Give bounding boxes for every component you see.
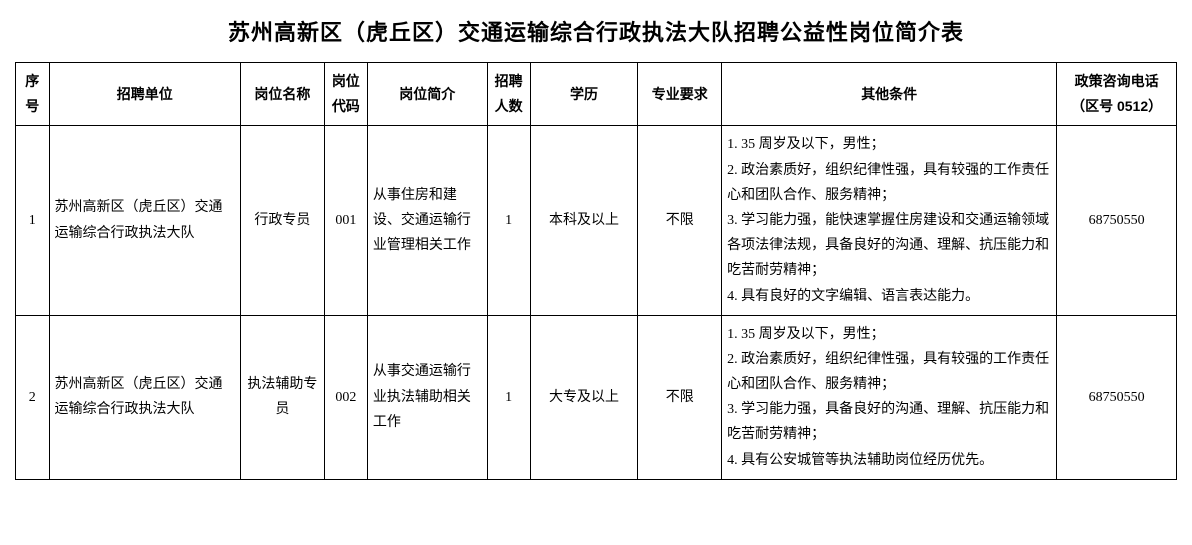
col-unit: 招聘单位 (49, 63, 241, 126)
cell-other: 1. 35 周岁及以下，男性；2. 政治素质好，组织纪律性强，具有较强的工作责任… (722, 126, 1057, 315)
col-other: 其他条件 (722, 63, 1057, 126)
col-seq: 序号 (16, 63, 50, 126)
cell-major: 不限 (638, 126, 722, 315)
cell-edu: 本科及以上 (530, 126, 638, 315)
page-title: 苏州高新区（虎丘区）交通运输综合行政执法大队招聘公益性岗位简介表 (15, 15, 1177, 47)
cell-phone: 68750550 (1057, 126, 1177, 315)
cell-code: 002 (324, 315, 367, 479)
cell-pos: 行政专员 (241, 126, 325, 315)
table-header-row: 序号 招聘单位 岗位名称 岗位代码 岗位简介 招聘人数 学历 专业要求 其他条件… (16, 63, 1177, 126)
col-count: 招聘人数 (487, 63, 530, 126)
recruitment-table: 序号 招聘单位 岗位名称 岗位代码 岗位简介 招聘人数 学历 专业要求 其他条件… (15, 62, 1177, 480)
col-desc: 岗位简介 (367, 63, 487, 126)
col-pos: 岗位名称 (241, 63, 325, 126)
cell-desc: 从事住房和建设、交通运输行业管理相关工作 (367, 126, 487, 315)
cell-seq: 1 (16, 126, 50, 315)
cell-other: 1. 35 周岁及以下，男性；2. 政治素质好，组织纪律性强，具有较强的工作责任… (722, 315, 1057, 479)
table-row: 2 苏州高新区（虎丘区）交通运输综合行政执法大队 执法辅助专员 002 从事交通… (16, 315, 1177, 479)
cell-pos: 执法辅助专员 (241, 315, 325, 479)
cell-count: 1 (487, 315, 530, 479)
cell-edu: 大专及以上 (530, 315, 638, 479)
cell-seq: 2 (16, 315, 50, 479)
cell-phone: 68750550 (1057, 315, 1177, 479)
table-row: 1 苏州高新区（虎丘区）交通运输综合行政执法大队 行政专员 001 从事住房和建… (16, 126, 1177, 315)
col-code: 岗位代码 (324, 63, 367, 126)
cell-code: 001 (324, 126, 367, 315)
cell-count: 1 (487, 126, 530, 315)
col-major: 专业要求 (638, 63, 722, 126)
col-phone: 政策咨询电话（区号 0512） (1057, 63, 1177, 126)
cell-unit: 苏州高新区（虎丘区）交通运输综合行政执法大队 (49, 126, 241, 315)
cell-desc: 从事交通运输行业执法辅助相关工作 (367, 315, 487, 479)
col-edu: 学历 (530, 63, 638, 126)
cell-unit: 苏州高新区（虎丘区）交通运输综合行政执法大队 (49, 315, 241, 479)
cell-major: 不限 (638, 315, 722, 479)
